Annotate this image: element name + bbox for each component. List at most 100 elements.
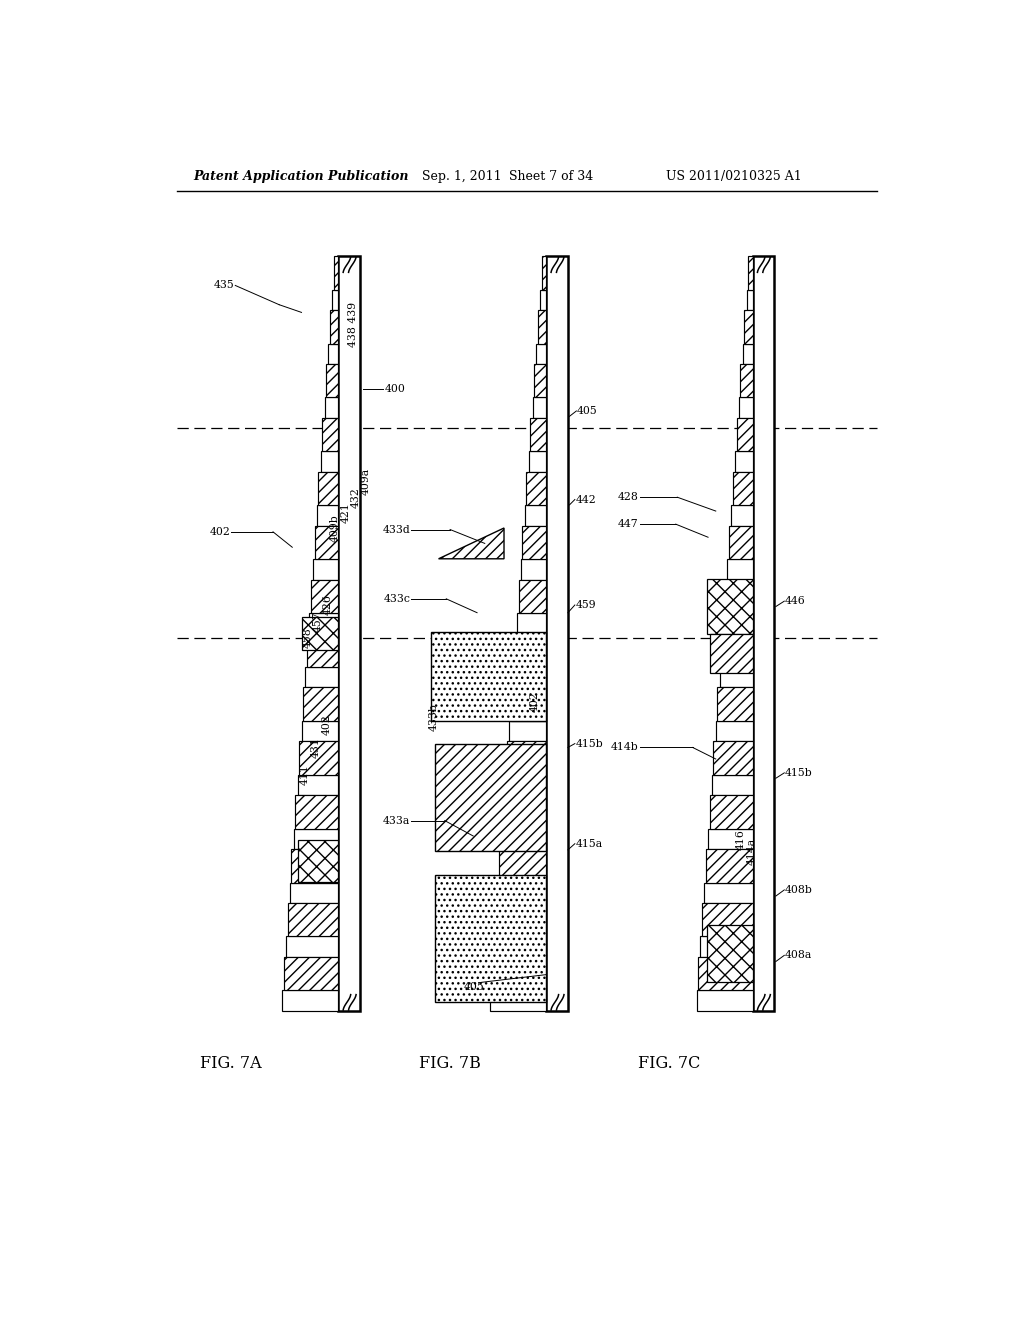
Text: 435: 435 (214, 280, 234, 290)
Bar (325, 397, 339, 418)
Text: 408b: 408b (785, 884, 813, 895)
Bar (746, 289, 753, 310)
Bar (698, 957, 753, 990)
Text: 402: 402 (529, 690, 540, 711)
Bar (518, 579, 547, 612)
Bar (711, 635, 753, 673)
Bar (733, 471, 753, 506)
Bar (301, 721, 339, 742)
Text: 415b: 415b (575, 739, 603, 748)
Bar (729, 525, 753, 560)
Bar (714, 742, 753, 775)
Text: 402: 402 (210, 527, 230, 537)
Text: Sheet 7 of 34: Sheet 7 of 34 (509, 170, 594, 183)
Text: 459: 459 (575, 601, 596, 610)
Text: 426: 426 (323, 594, 333, 615)
Bar (735, 451, 753, 471)
Bar (526, 471, 547, 506)
Bar (283, 990, 339, 1011)
Bar (705, 883, 753, 903)
Text: 433a: 433a (383, 816, 410, 825)
Bar (725, 579, 753, 612)
Bar (720, 667, 753, 688)
Text: 446: 446 (785, 597, 806, 606)
Bar (744, 310, 753, 343)
Bar (309, 612, 339, 634)
Bar (298, 775, 339, 795)
Bar (701, 903, 753, 936)
Bar (541, 289, 547, 310)
Bar (500, 849, 547, 883)
Bar (547, 256, 568, 1011)
Text: 408a: 408a (785, 950, 812, 961)
Bar (295, 795, 339, 829)
Bar (736, 418, 753, 451)
Bar (707, 578, 753, 635)
Text: 409a: 409a (360, 469, 371, 495)
Bar (542, 256, 547, 289)
Bar (310, 579, 339, 612)
Bar (318, 471, 339, 506)
Bar (503, 795, 547, 829)
Text: 447: 447 (618, 519, 639, 529)
Bar (515, 634, 547, 667)
Bar (739, 397, 753, 418)
Bar (303, 688, 339, 721)
Bar (333, 289, 339, 310)
Text: 409b: 409b (330, 513, 340, 543)
Bar (721, 634, 753, 667)
Bar (511, 688, 547, 721)
Text: 433b: 433b (429, 702, 438, 730)
Bar (435, 743, 547, 851)
Bar (521, 560, 547, 579)
Bar (339, 256, 360, 1011)
Text: 411: 411 (300, 764, 310, 785)
Bar (716, 721, 753, 742)
Bar (507, 742, 547, 775)
Text: Sep. 1, 2011: Sep. 1, 2011 (422, 170, 501, 183)
Bar (334, 256, 339, 289)
Bar (330, 310, 339, 343)
Text: 432: 432 (351, 487, 360, 508)
Bar (313, 560, 339, 579)
Text: FIG. 7A: FIG. 7A (200, 1055, 261, 1072)
Bar (498, 883, 547, 903)
Bar (707, 924, 753, 982)
Bar (492, 957, 547, 990)
Bar (490, 990, 547, 1011)
Bar (288, 903, 339, 936)
Text: FIG. 7C: FIG. 7C (638, 1055, 700, 1072)
Bar (696, 990, 753, 1011)
Text: 405: 405 (463, 982, 484, 991)
Bar (286, 936, 339, 957)
Bar (712, 775, 753, 795)
Bar (323, 418, 339, 451)
Text: US 2011/0210325 A1: US 2011/0210325 A1 (666, 170, 802, 183)
Bar (294, 829, 339, 849)
Bar (316, 506, 339, 525)
Bar (753, 256, 774, 1011)
Text: 457: 457 (312, 611, 323, 632)
Bar (307, 634, 339, 667)
Bar (326, 364, 339, 397)
Bar (742, 343, 753, 364)
Text: 400: 400 (385, 384, 406, 395)
Bar (431, 632, 547, 721)
Text: 438 439: 438 439 (348, 301, 357, 347)
Bar (305, 667, 339, 688)
Text: 405: 405 (578, 407, 598, 416)
Bar (717, 688, 753, 721)
Bar (321, 451, 339, 471)
Bar (496, 903, 547, 936)
Text: 402: 402 (322, 714, 332, 735)
Bar (513, 667, 547, 688)
Text: 414b: 414b (611, 742, 639, 752)
Text: 433c: 433c (383, 594, 410, 603)
Bar (530, 418, 547, 451)
Bar (502, 829, 547, 849)
Bar (298, 840, 339, 882)
Bar (509, 721, 547, 742)
Text: 416: 416 (736, 829, 745, 850)
Bar (532, 397, 547, 418)
Bar (290, 883, 339, 903)
